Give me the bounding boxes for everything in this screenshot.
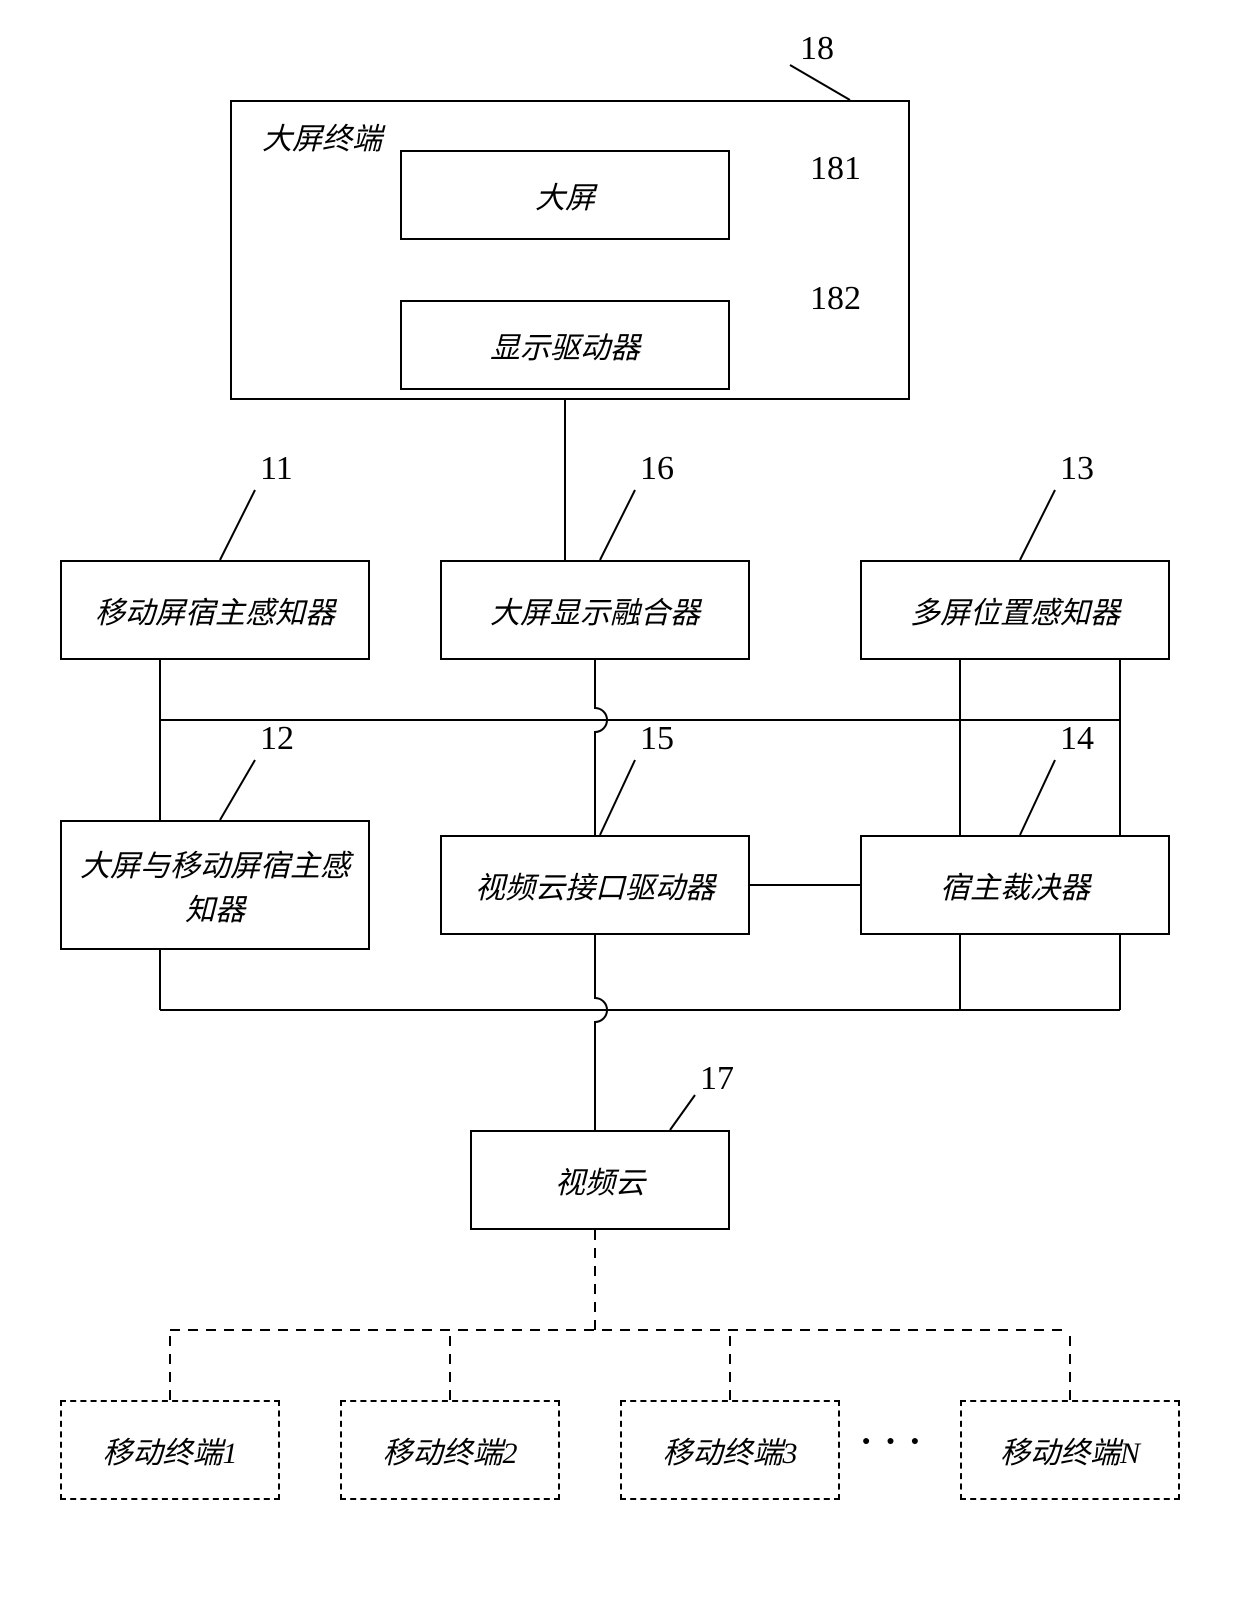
node-mobile-terminal-n: 移动终端N <box>960 1400 1180 1500</box>
ref-label-16: 16 <box>640 450 674 488</box>
node-text-16: 大屏显示融合器 <box>490 588 700 632</box>
node-mobile-terminal-1: 移动终端1 <box>60 1400 280 1500</box>
node-text-12: 大屏与移动屏宿主感知器 <box>62 841 368 929</box>
node-text-182: 显示驱动器 <box>490 323 640 367</box>
node-mobile-host-sensor: 移动屏宿主感知器 <box>60 560 370 660</box>
node-host-arbiter: 宿主裁决器 <box>860 835 1170 935</box>
diagram-canvas: 大屏终端 大屏 显示驱动器 移动屏宿主感知器 大屏显示融合器 多屏位置感知器 大… <box>0 0 1240 1624</box>
node-mobile-terminal-2: 移动终端2 <box>340 1400 560 1500</box>
node-display-driver: 显示驱动器 <box>400 300 730 390</box>
node-video-cloud-driver: 视频云接口驱动器 <box>440 835 750 935</box>
ref-label-181: 181 <box>810 150 861 188</box>
node-title-18: 大屏终端 <box>262 114 382 158</box>
ref-label-13: 13 <box>1060 450 1094 488</box>
ref-label-15: 15 <box>640 720 674 758</box>
node-video-cloud: 视频云 <box>470 1130 730 1230</box>
ref-label-12: 12 <box>260 720 294 758</box>
node-display-fusion: 大屏显示融合器 <box>440 560 750 660</box>
node-text-181: 大屏 <box>535 173 595 217</box>
node-text-t2: 移动终端2 <box>383 1428 518 1472</box>
node-text-11: 移动屏宿主感知器 <box>95 588 335 632</box>
node-big-mobile-host-sensor: 大屏与移动屏宿主感知器 <box>60 820 370 950</box>
node-text-13: 多屏位置感知器 <box>910 588 1120 632</box>
ref-label-11: 11 <box>260 450 293 488</box>
ref-label-18: 18 <box>800 30 834 68</box>
node-multi-position-sensor: 多屏位置感知器 <box>860 560 1170 660</box>
node-big-screen: 大屏 <box>400 150 730 240</box>
node-text-14: 宿主裁决器 <box>940 863 1090 907</box>
node-text-17: 视频云 <box>555 1158 645 1202</box>
node-text-t1: 移动终端1 <box>103 1428 238 1472</box>
ref-label-14: 14 <box>1060 720 1094 758</box>
ref-label-17: 17 <box>700 1060 734 1098</box>
ref-label-182: 182 <box>810 280 861 318</box>
node-text-tN: 移动终端N <box>1000 1428 1140 1472</box>
node-text-15: 视频云接口驱动器 <box>475 863 715 907</box>
ellipsis-dots: ● ● ● <box>862 1432 925 1448</box>
node-text-t3: 移动终端3 <box>663 1428 798 1472</box>
node-mobile-terminal-3: 移动终端3 <box>620 1400 840 1500</box>
